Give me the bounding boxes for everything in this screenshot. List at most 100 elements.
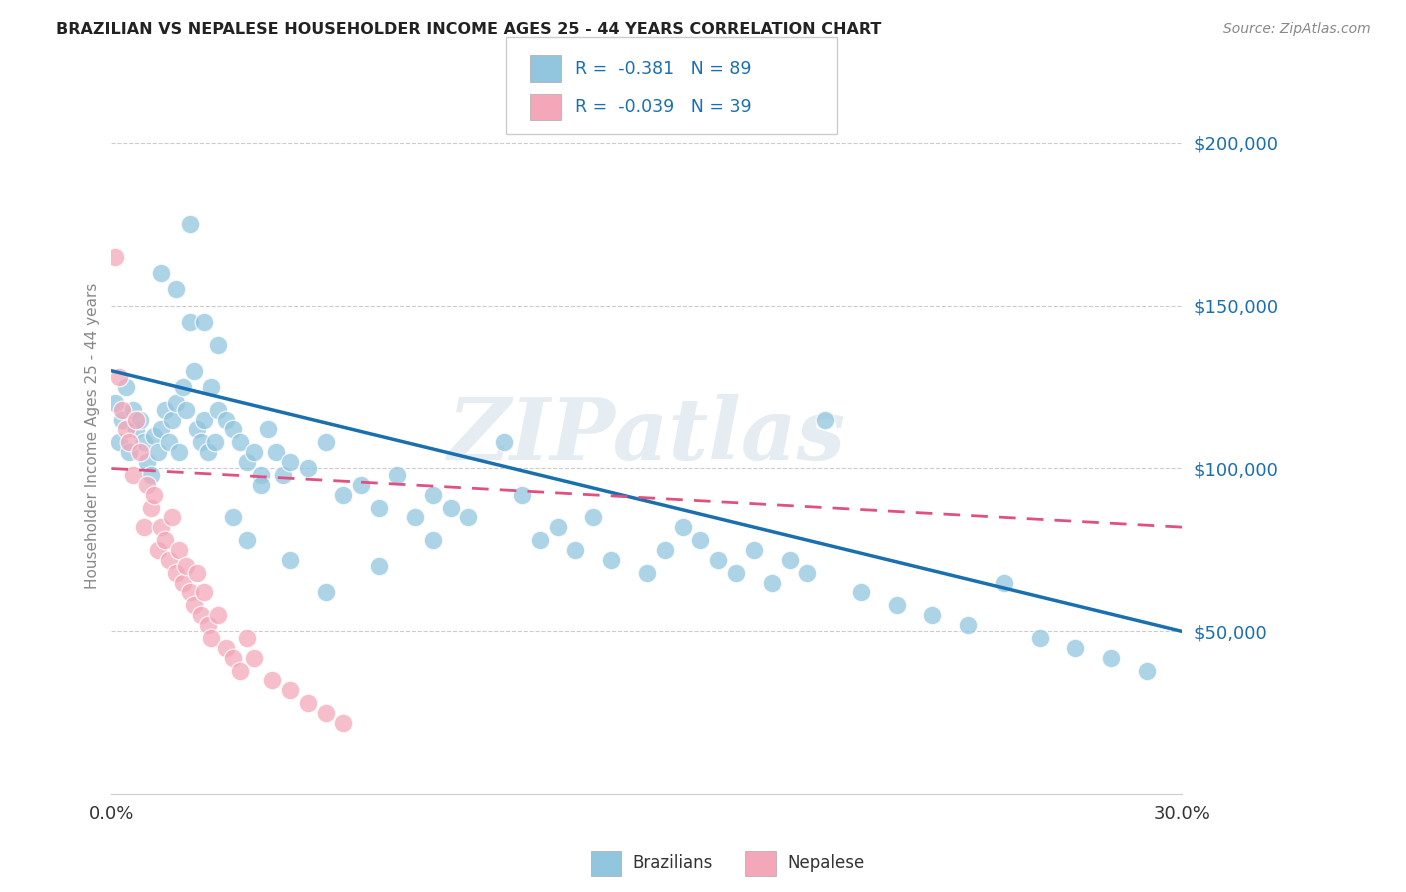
Point	[172, 575, 194, 590]
Point	[118, 435, 141, 450]
Point	[457, 510, 479, 524]
Point	[129, 445, 152, 459]
Point	[257, 422, 280, 436]
Point	[422, 487, 444, 501]
Text: R =  -0.039   N = 39: R = -0.039 N = 39	[575, 98, 752, 116]
Point	[132, 520, 155, 534]
Point	[160, 412, 183, 426]
Point	[200, 380, 222, 394]
Point	[186, 422, 208, 436]
Point	[146, 445, 169, 459]
Point	[139, 500, 162, 515]
Point	[167, 445, 190, 459]
Point	[761, 575, 783, 590]
Point	[547, 520, 569, 534]
Point	[439, 500, 461, 515]
Point	[654, 543, 676, 558]
Text: Brazilians: Brazilians	[633, 855, 713, 872]
Point	[150, 520, 173, 534]
Point	[143, 487, 166, 501]
Point	[157, 553, 180, 567]
Point	[264, 445, 287, 459]
Point	[121, 402, 143, 417]
Point	[368, 559, 391, 574]
Point	[671, 520, 693, 534]
Point	[957, 618, 980, 632]
Point	[529, 533, 551, 548]
Point	[332, 487, 354, 501]
Point	[297, 461, 319, 475]
Point	[136, 477, 159, 491]
Point	[193, 412, 215, 426]
Point	[422, 533, 444, 548]
Point	[1135, 664, 1157, 678]
Point	[636, 566, 658, 580]
Point	[236, 533, 259, 548]
Point	[243, 650, 266, 665]
Point	[165, 282, 187, 296]
Point	[139, 468, 162, 483]
Point	[104, 396, 127, 410]
Point	[243, 445, 266, 459]
Point	[236, 631, 259, 645]
Point	[993, 575, 1015, 590]
Point	[153, 402, 176, 417]
Point	[197, 618, 219, 632]
Point	[600, 553, 623, 567]
Point	[1064, 640, 1087, 655]
Point	[125, 412, 148, 426]
Point	[278, 683, 301, 698]
Point	[250, 477, 273, 491]
Point	[214, 640, 236, 655]
Point	[136, 455, 159, 469]
Point	[689, 533, 711, 548]
Point	[814, 412, 837, 426]
Point	[132, 435, 155, 450]
Point	[193, 585, 215, 599]
Point	[278, 455, 301, 469]
Point	[107, 435, 129, 450]
Point	[193, 315, 215, 329]
Point	[107, 370, 129, 384]
Point	[121, 468, 143, 483]
Point	[204, 435, 226, 450]
Point	[315, 706, 337, 720]
Point	[146, 543, 169, 558]
Point	[222, 510, 245, 524]
Point	[494, 435, 516, 450]
Text: BRAZILIAN VS NEPALESE HOUSEHOLDER INCOME AGES 25 - 44 YEARS CORRELATION CHART: BRAZILIAN VS NEPALESE HOUSEHOLDER INCOME…	[56, 22, 882, 37]
Point	[176, 559, 198, 574]
Point	[260, 673, 283, 688]
Point	[160, 510, 183, 524]
Point	[779, 553, 801, 567]
Point	[143, 429, 166, 443]
Point	[278, 553, 301, 567]
Point	[315, 585, 337, 599]
Point	[179, 585, 201, 599]
Point	[111, 412, 134, 426]
Point	[207, 337, 229, 351]
Point	[742, 543, 765, 558]
Point	[1099, 650, 1122, 665]
Point	[179, 315, 201, 329]
Point	[150, 266, 173, 280]
Point	[271, 468, 294, 483]
Text: Nepalese: Nepalese	[787, 855, 865, 872]
Point	[229, 435, 252, 450]
Point	[582, 510, 605, 524]
Point	[332, 715, 354, 730]
Y-axis label: Householder Income Ages 25 - 44 years: Householder Income Ages 25 - 44 years	[86, 283, 100, 589]
Point	[167, 543, 190, 558]
Point	[297, 696, 319, 710]
Point	[200, 631, 222, 645]
Point	[707, 553, 730, 567]
Point	[172, 380, 194, 394]
Point	[315, 435, 337, 450]
Point	[368, 500, 391, 515]
Point	[114, 380, 136, 394]
Point	[104, 250, 127, 264]
Point	[725, 566, 748, 580]
Point	[207, 402, 229, 417]
Point	[176, 402, 198, 417]
Point	[183, 599, 205, 613]
